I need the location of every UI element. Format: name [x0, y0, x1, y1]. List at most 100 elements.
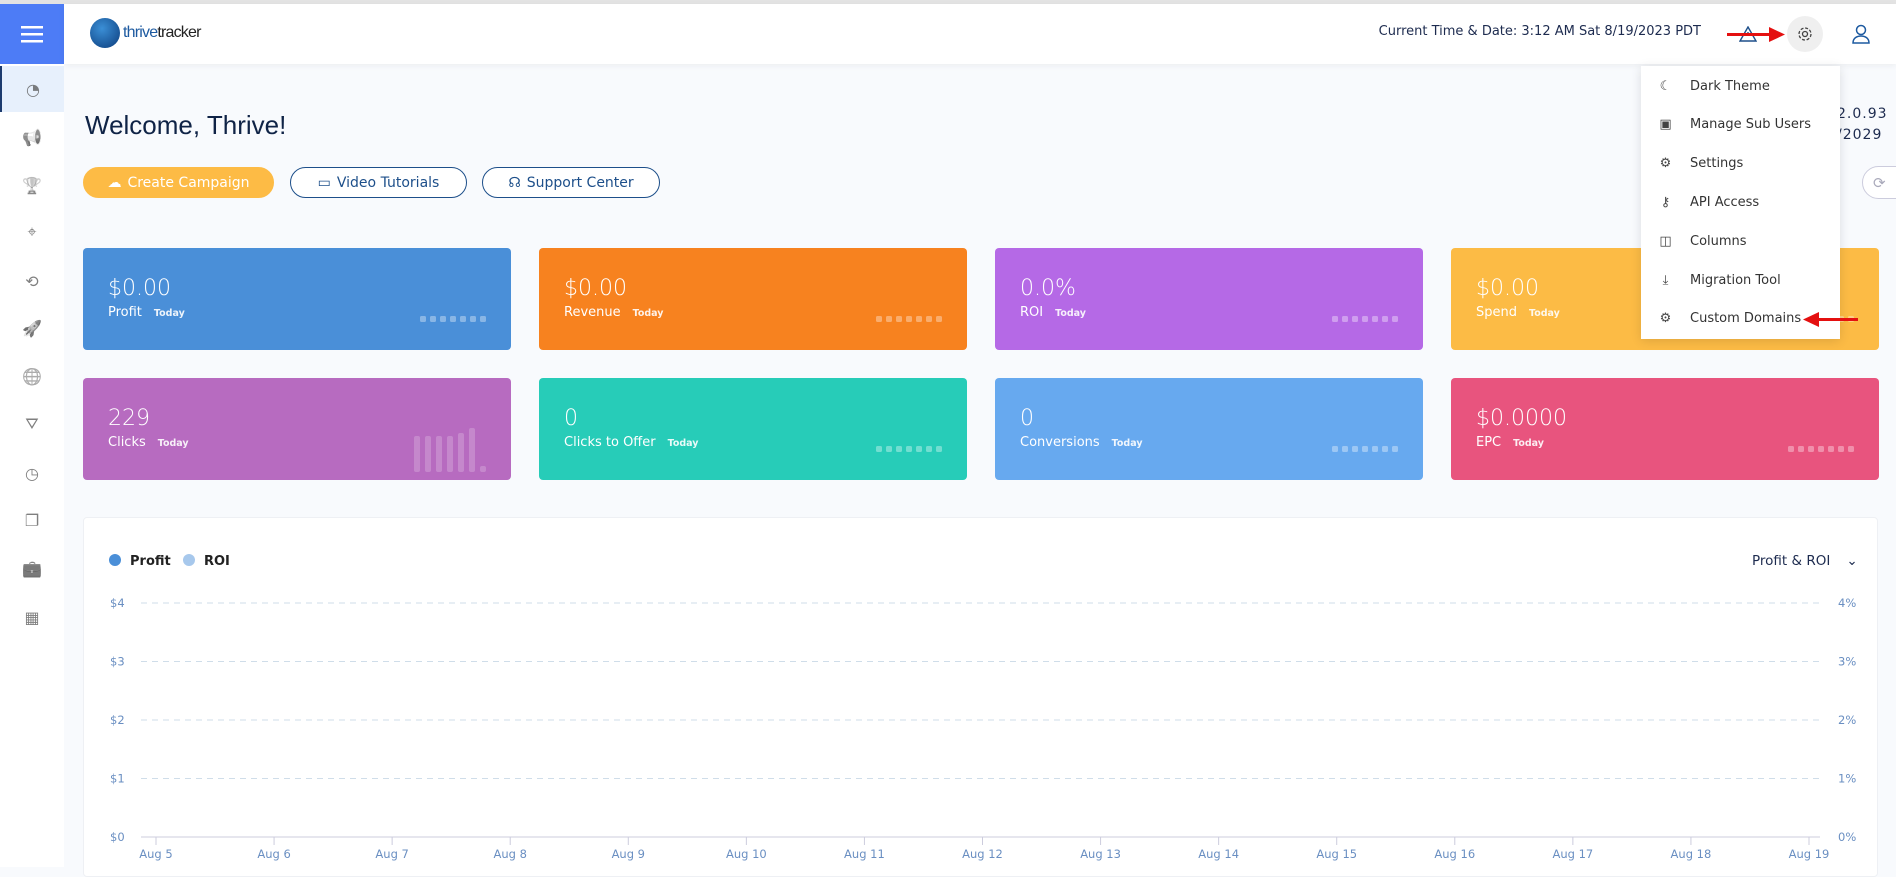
key-icon: ⚷ — [1660, 194, 1671, 210]
y-left-tick: $3 — [110, 655, 125, 669]
spark-bar — [447, 436, 453, 472]
menu-item-columns[interactable]: ◫ Columns — [1641, 222, 1840, 260]
x-tick-label: Aug 8 — [493, 847, 526, 861]
download-icon: ⤓ — [1662, 272, 1669, 288]
menu-item-dark-theme[interactable]: ☾ Dark Theme — [1641, 67, 1840, 105]
gear-icon — [1798, 27, 1812, 41]
stat-label: Conversions — [1020, 435, 1100, 450]
chart-metric-select[interactable]: Profit & ROI ⌄ — [1752, 553, 1858, 569]
y-left-tick: $4 — [110, 596, 125, 610]
menu-item-manage-sub-users[interactable]: ▣ Manage Sub Users — [1641, 106, 1840, 144]
y-left-tick: $2 — [110, 713, 125, 727]
sidebar-item-traffic-sources[interactable]: ⟲ — [0, 258, 64, 304]
apps-icon: ▦ — [24, 607, 40, 627]
x-tick-label: Aug 13 — [1080, 847, 1121, 861]
menu-item-api-access[interactable]: ⚷ API Access — [1641, 183, 1840, 221]
logo[interactable]: thrivetracker — [90, 18, 201, 48]
y-right-tick: 1% — [1838, 772, 1856, 786]
stat-card-revenue[interactable]: $0.00 Revenue Today — [539, 248, 967, 350]
stat-card-roi[interactable]: 0.0% ROI Today — [995, 248, 1423, 350]
spark-bar — [458, 433, 464, 472]
stat-label: Clicks to Offer — [564, 435, 656, 450]
stat-card-profit[interactable]: $0.00 Profit Today — [83, 248, 511, 350]
stat-period: Today — [1111, 438, 1143, 449]
stat-value: 0 — [564, 406, 578, 431]
spark-bar — [469, 428, 475, 472]
settings-dropdown-menu: ☾ Dark Theme ▣ Manage Sub Users ⚙ Settings ⚷ AP… — [1641, 66, 1840, 339]
id-card-icon: ▣ — [1659, 117, 1672, 133]
stat-value: 229 — [108, 406, 150, 431]
legend-swatch — [183, 554, 195, 566]
spark-bar — [480, 466, 486, 472]
y-right-tick: 3% — [1838, 655, 1856, 669]
hamburger-icon — [21, 26, 43, 43]
menu-item-settings[interactable]: ⚙ Settings — [1641, 145, 1840, 183]
sidebar-item-flows[interactable]: 🚀 — [0, 305, 64, 351]
logo-icon — [90, 18, 120, 48]
y-left-tick: $0 — [110, 830, 125, 844]
x-tick-label: Aug 12 — [962, 847, 1003, 861]
stat-value: $0.00 — [108, 276, 171, 301]
y-left-tick: $1 — [110, 772, 125, 786]
sidebar-item-campaigns[interactable]: 📢 — [0, 114, 64, 160]
headset-icon: ☊ — [508, 174, 521, 191]
sparkline-dots — [420, 316, 486, 322]
stat-card-epc[interactable]: $0.0000 EPC Today — [1451, 378, 1879, 480]
cloud-upload-icon: ☁ — [107, 174, 122, 191]
reports-icon: ◷ — [25, 463, 39, 483]
arrow-head-icon — [1769, 27, 1785, 42]
x-tick-label: Aug 16 — [1434, 847, 1475, 861]
stat-value: 0 — [1020, 406, 1034, 431]
create-campaign-button[interactable]: ☁ Create Campaign — [83, 167, 274, 198]
current-time: Current Time & Date: 3:12 AM Sat 8/19/20… — [1378, 24, 1701, 39]
x-tick-label: Aug 14 — [1198, 847, 1239, 861]
stat-period: Today — [1055, 308, 1086, 319]
window-top-border — [0, 0, 1896, 4]
support-center-button[interactable]: ☊ Support Center — [482, 167, 660, 198]
user-icon — [1852, 24, 1870, 44]
annotation-arrow — [1817, 318, 1858, 321]
expiry-text: /2029 — [1837, 127, 1883, 143]
sidebar-item-dashboard[interactable]: ◔ — [0, 66, 64, 112]
arrow-head-icon — [1803, 312, 1819, 327]
y-right-tick: 4% — [1838, 596, 1856, 610]
stat-card-clicks[interactable]: 229 Clicks Today — [83, 378, 511, 480]
stat-card-clicks-to-offer[interactable]: 0 Clicks to Offer Today — [539, 378, 967, 480]
menu-item-migration-tool[interactable]: ⤓ Migration Tool — [1641, 261, 1840, 299]
y-right-tick: 2% — [1838, 713, 1856, 727]
spark-bar — [436, 436, 442, 472]
stat-period: Today — [153, 308, 185, 319]
sidebar-item-domains[interactable]: 🌐 — [0, 353, 64, 399]
user-profile-button[interactable] — [1843, 16, 1879, 52]
video-tutorials-button[interactable]: ▭ Video Tutorials — [290, 167, 467, 198]
stat-label: ROI — [1020, 305, 1044, 320]
sidebar-item-landers[interactable]: ⌖ — [0, 209, 64, 255]
offers-icon: 🏆 — [22, 175, 42, 195]
sidebar-item-offers[interactable]: 🏆 — [0, 162, 64, 208]
refresh-button[interactable]: ⟳ — [1862, 166, 1896, 199]
sidebar-item-reports[interactable]: ◷ — [0, 450, 64, 496]
page-title: Welcome, Thrive! — [85, 110, 287, 140]
x-tick-label: Aug 17 — [1552, 847, 1593, 861]
filters-icon: ⛛ — [25, 414, 39, 433]
sidebar-item-pages[interactable]: ❐ — [0, 497, 64, 543]
profit-roi-chart — [83, 517, 1878, 877]
landers-icon: ⌖ — [27, 222, 37, 241]
x-tick-label: Aug 6 — [257, 847, 290, 861]
sidebar-item-filters[interactable]: ⛛ — [0, 401, 64, 447]
stat-value: $0.00 — [564, 276, 627, 301]
menu-item-custom-domains[interactable]: ⚙ Custom Domains — [1641, 300, 1840, 338]
x-tick-label: Aug 11 — [844, 847, 885, 861]
stat-card-conversions[interactable]: 0 Conversions Today — [995, 378, 1423, 480]
traffic-sources-icon: ⟲ — [25, 271, 39, 291]
x-tick-label: Aug 5 — [139, 847, 172, 861]
sidebar-item-apps[interactable]: ▦ — [0, 594, 64, 640]
menu-toggle-button[interactable] — [0, 4, 64, 64]
stat-label: Clicks — [108, 435, 146, 450]
top-header — [64, 4, 1896, 64]
spark-bar — [425, 436, 431, 472]
settings-button[interactable] — [1787, 16, 1823, 52]
sidebar-item-affiliate-networks[interactable]: 💼 — [0, 545, 64, 591]
stat-label: EPC — [1476, 435, 1502, 450]
